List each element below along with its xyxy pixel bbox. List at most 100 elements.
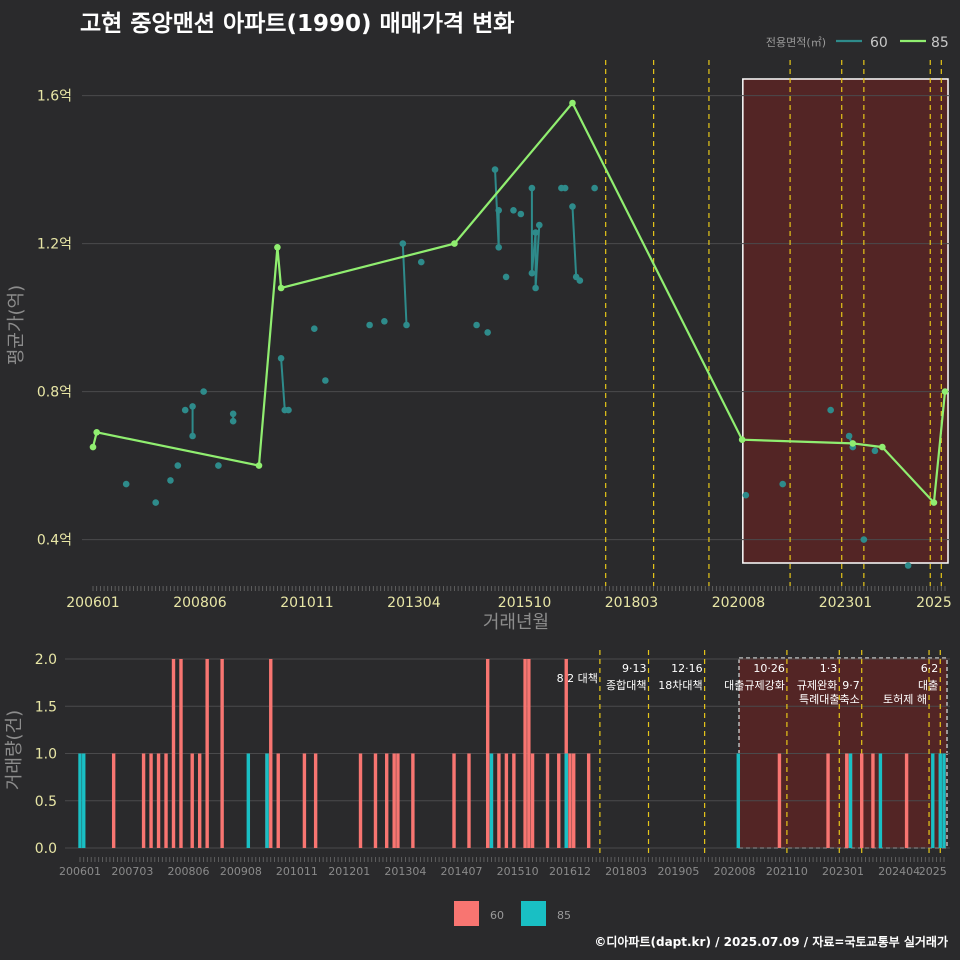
- chart-title: 고현 중앙맨션 아파트(1990) 매매가격 변화: [80, 11, 515, 37]
- series-85-point: [878, 443, 886, 451]
- legend-swatch-60: [454, 901, 479, 926]
- y-tick-label: 0.4억: [37, 533, 72, 549]
- y-tick-label: 2.0: [35, 652, 57, 668]
- series-60-point: [215, 462, 222, 469]
- bar-85: [78, 753, 82, 848]
- bar-85: [82, 753, 86, 848]
- y-tick-label: 1.6억: [37, 89, 72, 105]
- series-60-point: [591, 184, 598, 192]
- series-60-point: [517, 210, 525, 218]
- series-85-line: [91, 101, 947, 506]
- price-chart: 0.4억 0.8억 1.2억 1.6억 200601 200806 201011 201304…: [6, 35, 952, 633]
- bar-85: [265, 753, 269, 848]
- policy-label: 특례대출축소: [799, 693, 860, 706]
- series-85-point: [930, 499, 938, 506]
- series-60-point: [576, 277, 584, 284]
- series-60-point: [569, 203, 576, 210]
- series-60-point: [152, 499, 160, 506]
- policy-label: 토허제 해: [883, 692, 927, 706]
- x-tick-label: 201510: [498, 595, 551, 611]
- bar-85: [246, 753, 251, 848]
- bar-60: [205, 659, 209, 848]
- series-60-point: [484, 329, 491, 336]
- bar-60: [373, 753, 378, 848]
- bar-60: [530, 753, 535, 848]
- x-tick-label: 201201: [328, 865, 370, 878]
- series-60-point: [403, 321, 410, 329]
- x-tick-label: 201612: [549, 865, 591, 878]
- series-60-point: [285, 406, 292, 414]
- bar-60: [557, 753, 561, 848]
- policy-date-label: 6·2: [921, 662, 939, 675]
- x-tick-label: 201803: [605, 595, 658, 611]
- y-tick-label: 1.2억: [37, 237, 72, 253]
- series-85-point: [941, 388, 949, 395]
- series-60-point: [277, 355, 285, 362]
- bar-60: [269, 659, 273, 848]
- bar-60: [179, 659, 183, 848]
- bar-85: [564, 753, 568, 848]
- y-tick-label: 0.8억: [37, 385, 72, 401]
- bar-60: [871, 753, 875, 848]
- series-60-segment: [571, 206, 578, 277]
- bar-60: [568, 753, 572, 848]
- bar-60: [276, 753, 280, 848]
- series-60-point: [417, 258, 425, 266]
- bar-85: [489, 753, 494, 848]
- series-60-point: [229, 417, 237, 425]
- x-tick-label: 200806: [167, 865, 209, 878]
- series-60-point: [904, 562, 912, 569]
- bar-60: [171, 659, 176, 848]
- bar-60: [545, 753, 550, 848]
- series-85-point: [89, 443, 97, 451]
- bar-60: [467, 753, 471, 848]
- x-tick-label: 201011: [276, 865, 318, 878]
- bar-85: [878, 753, 883, 848]
- bar-60: [156, 753, 161, 848]
- series-60-point: [495, 244, 503, 251]
- policy-label: 대출규제강화: [724, 679, 785, 692]
- series-60-point: [174, 462, 182, 469]
- series-60-point: [535, 221, 543, 229]
- series-60-point: [827, 406, 834, 414]
- bar-85: [848, 753, 853, 848]
- x-tick-label: 201011: [280, 595, 333, 611]
- x-tick-label: 201905: [657, 865, 699, 878]
- bar-60: [826, 753, 830, 848]
- y-axis-label: 거래량(건): [4, 710, 25, 790]
- bar-60: [111, 753, 116, 848]
- x-tick-label: 201510: [497, 865, 539, 878]
- bar-60: [396, 753, 400, 848]
- series-60-point: [189, 403, 196, 410]
- series-60-point: [122, 480, 130, 488]
- series-60-point: [310, 325, 318, 333]
- series-85-point: [93, 429, 100, 436]
- series-60-point: [845, 432, 853, 440]
- bar-60: [452, 753, 456, 848]
- bar-60: [385, 753, 389, 848]
- series-60-segment: [534, 225, 541, 289]
- bar-60: [164, 753, 168, 848]
- bar-60: [860, 753, 864, 848]
- bar-60: [586, 753, 591, 848]
- bar-60: [392, 753, 396, 848]
- x-tick-label: 201304: [384, 865, 426, 878]
- x-tick-label: 202301: [819, 595, 872, 611]
- series-85-point: [738, 436, 746, 444]
- bar-85: [938, 753, 942, 848]
- x-tick-label: 200703: [111, 865, 153, 878]
- series-60-point: [502, 273, 510, 281]
- y-tick-label: 1.5: [35, 699, 57, 715]
- bar-60: [512, 753, 516, 848]
- bar-60: [845, 753, 849, 848]
- x-tick-label: 202110: [766, 865, 808, 878]
- series-60-point: [366, 321, 373, 329]
- x-tick-label: 202404: [878, 865, 920, 878]
- highlight-region: [742, 78, 949, 564]
- series-60-point: [473, 321, 480, 329]
- policy-date-label: 12·16: [671, 662, 703, 675]
- bar-60: [485, 659, 490, 848]
- bar-60: [497, 753, 501, 848]
- x-tick-label: 201304: [387, 595, 441, 611]
- series-85-point: [274, 244, 281, 251]
